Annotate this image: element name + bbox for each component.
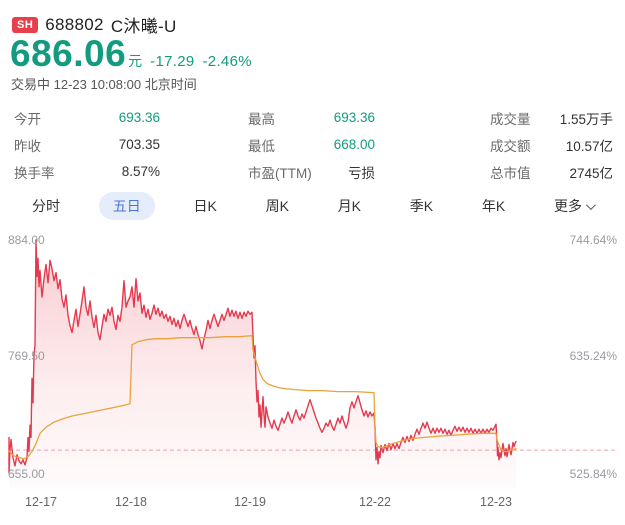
y-axis-left-max: 884.00: [8, 233, 45, 247]
y-axis-right-mid: 635.24%: [569, 349, 617, 363]
stat-open: 今开 693.36: [14, 104, 160, 131]
stat-label: 换手率: [14, 165, 55, 181]
stat-value: 703.35: [118, 137, 160, 152]
tab-daily-k[interactable]: 日K: [193, 198, 217, 214]
x-axis-label-1: 12-17: [25, 495, 57, 509]
tab-minute[interactable]: 分时: [32, 198, 60, 214]
tab-more[interactable]: 更多: [544, 192, 603, 220]
x-axis-label-4: 12-22: [359, 495, 391, 509]
stat-label: 市盈(TTM): [248, 165, 312, 181]
stat-label: 昨收: [14, 138, 41, 154]
stat-value: 8.57%: [121, 164, 160, 179]
price-area-fill: [9, 240, 516, 489]
change-percent: -2.46%: [202, 53, 252, 70]
stat-value: 亏损: [348, 165, 375, 181]
five-day-chart[interactable]: [0, 225, 625, 495]
stock-name: C沐曦-U: [110, 17, 177, 36]
stat-value: 693.36: [333, 110, 375, 125]
stat-high: 最高 693.36: [248, 104, 375, 131]
stock-code: 688802: [45, 14, 104, 34]
stat-label: 最高: [248, 111, 275, 127]
stats-column-3: 成交量 1.55万手 成交额 10.57亿 总市值 2745亿: [490, 104, 613, 185]
x-axis-label-5: 12-23: [480, 495, 512, 509]
stat-pe-ttm: 市盈(TTM) 亏损: [248, 158, 375, 185]
stat-label: 总市值: [490, 165, 531, 181]
chevron-down-icon: [585, 199, 596, 210]
stat-value: 2745亿: [569, 165, 613, 181]
stat-label: 今开: [14, 111, 41, 127]
price-block: 686.06 元 -17.29 -2.46%: [10, 33, 252, 75]
stat-value: 693.36: [118, 110, 160, 125]
stat-low: 最低 668.00: [248, 131, 375, 158]
tab-more-label: 更多: [553, 198, 582, 214]
period-tabbar: 分时 五日 日K 周K 月K 季K 年K 更多: [0, 190, 625, 222]
y-axis-right-max: 744.64%: [569, 233, 617, 247]
x-axis-label-2: 12-18: [115, 495, 147, 509]
price-line: [8, 239, 517, 474]
tab-quarterly-k[interactable]: 季K: [409, 198, 434, 214]
stat-prev-close: 昨收 703.35: [14, 131, 160, 158]
y-axis-left-min: 655.00: [8, 467, 45, 481]
stat-label: 成交量: [490, 111, 531, 127]
average-price-line: [8, 334, 517, 460]
exchange-badge: SH: [12, 16, 39, 33]
stat-value: 1.55万手: [559, 111, 613, 127]
stat-amount: 成交额 10.57亿: [490, 131, 613, 158]
stats-column-1: 今开 693.36 昨收 703.35 换手率 8.57%: [14, 104, 160, 185]
stat-value: 10.57亿: [565, 138, 613, 154]
stat-label: 成交额: [490, 138, 531, 154]
tab-weekly-k[interactable]: 周K: [265, 198, 289, 214]
currency-unit: 元: [128, 53, 143, 69]
stats-column-2: 最高 693.36 最低 668.00 市盈(TTM) 亏损: [248, 104, 375, 185]
current-price: 686.06: [10, 33, 127, 74]
stat-market-cap: 总市值 2745亿: [490, 158, 613, 185]
tab-monthly-k[interactable]: 月K: [337, 198, 362, 214]
stat-turnover-rate: 换手率 8.57%: [14, 158, 160, 185]
stat-label: 最低: [248, 138, 275, 154]
stock-header: SH 688802 C沐曦-U: [12, 12, 177, 37]
y-axis-left-mid: 769.50: [8, 349, 45, 363]
stat-value: 668.00: [333, 137, 375, 152]
y-axis-right-min: 525.84%: [569, 467, 617, 481]
x-axis-label-3: 12-19: [234, 495, 266, 509]
tab-five-day[interactable]: 五日: [98, 192, 155, 220]
trading-status: 交易中 12-23 10:08:00 北京时间: [11, 77, 197, 92]
stat-volume: 成交量 1.55万手: [490, 104, 613, 131]
change-amount: -17.29: [150, 53, 195, 70]
tab-yearly-k[interactable]: 年K: [481, 198, 506, 214]
